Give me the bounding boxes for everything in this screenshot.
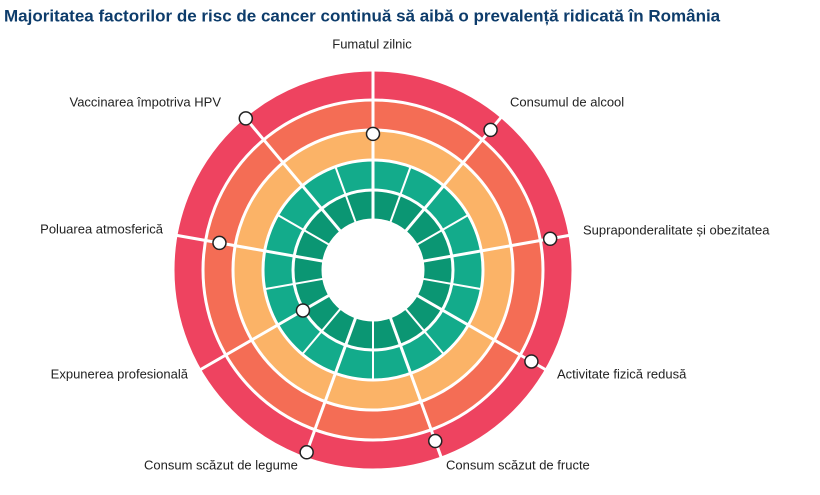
spoke <box>422 277 482 291</box>
spoke <box>334 166 357 224</box>
marker <box>483 122 498 138</box>
marker <box>212 235 227 251</box>
category-label: Fumatul zilnic <box>332 36 412 51</box>
category-label: Expunerea profesională <box>51 366 189 381</box>
center-hole <box>321 218 425 322</box>
spoke <box>277 214 331 246</box>
category-label: Consumul de alcool <box>510 94 624 109</box>
spoke <box>389 166 412 224</box>
spoke <box>303 316 358 459</box>
spoke <box>404 307 445 355</box>
category-label: Poluarea atmosferică <box>40 221 164 236</box>
marker <box>542 231 558 247</box>
marker <box>427 433 443 449</box>
marker <box>524 354 539 369</box>
category-label: Supraponderalitate și obezitatea <box>583 222 770 237</box>
spoke <box>301 307 342 355</box>
category-label: Activitate fizică redusă <box>557 366 687 381</box>
spoke <box>415 214 469 246</box>
spoke <box>264 277 324 291</box>
category-label: Consum scăzut de fructe <box>446 457 590 472</box>
spoke <box>403 115 503 233</box>
spoke <box>415 293 547 372</box>
marker <box>295 303 311 318</box>
spoke <box>243 115 343 233</box>
chart-title: Majoritatea factorilor de risc de cancer… <box>4 6 721 25</box>
spoke <box>175 233 325 263</box>
marker <box>299 445 314 460</box>
category-label: Consum scăzut de legume <box>144 457 298 472</box>
marker <box>238 111 254 126</box>
marker <box>365 126 381 142</box>
category-label: Vaccinarea împotriva HPV <box>70 94 222 109</box>
